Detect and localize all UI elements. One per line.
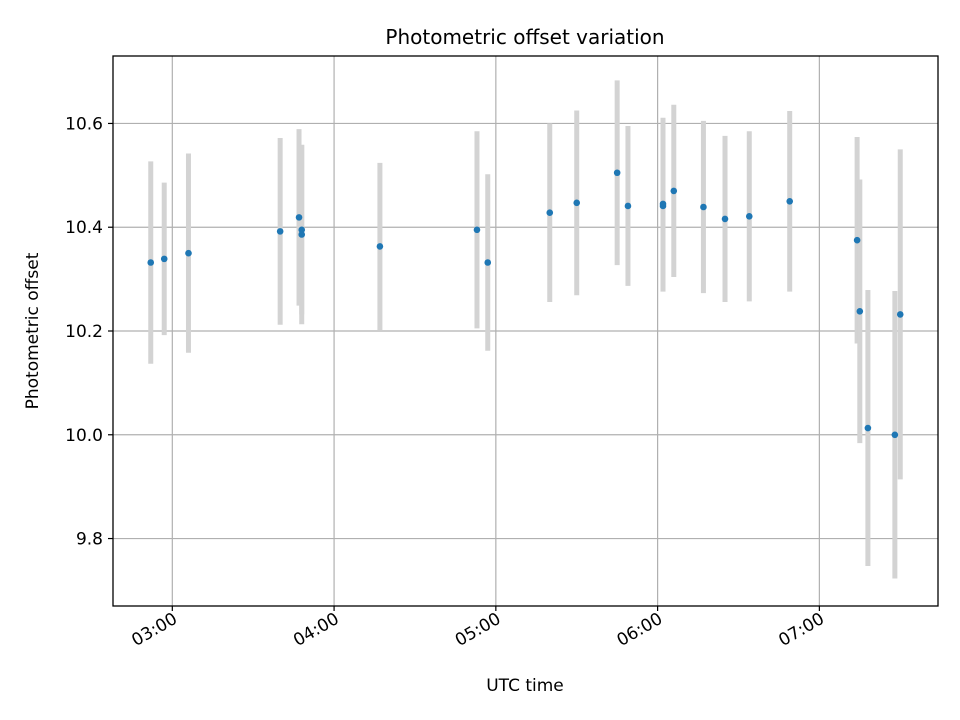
data-point	[546, 209, 554, 216]
data-point	[473, 226, 481, 234]
data-point	[613, 169, 621, 177]
data-point	[185, 249, 192, 257]
chart-title: Photometric offset variation	[385, 25, 664, 49]
y-tick-label: 10.4	[65, 218, 103, 238]
data-point	[896, 311, 904, 318]
data-point	[376, 243, 384, 250]
data-point	[573, 199, 581, 207]
data-point	[891, 431, 899, 439]
grid-layer	[113, 56, 938, 606]
data-point	[700, 203, 707, 211]
data-point	[786, 197, 794, 205]
data-point	[745, 213, 753, 220]
data-point	[853, 236, 861, 244]
data-point	[160, 255, 168, 263]
y-tick-label: 9.8	[76, 530, 103, 550]
data-point	[721, 215, 729, 223]
y-tick-label: 10.6	[65, 114, 103, 134]
data-point	[670, 187, 678, 195]
data-point	[298, 231, 306, 238]
point-layer	[147, 169, 904, 439]
y-tick-label: 10.0	[65, 426, 103, 446]
x-axis-label: UTC time	[486, 676, 564, 696]
data-point	[276, 228, 284, 235]
y-axis-label: Photometric offset	[23, 252, 43, 409]
data-point	[856, 307, 864, 315]
data-point	[295, 214, 303, 221]
data-point	[298, 226, 306, 234]
data-point	[659, 200, 667, 208]
data-point	[864, 424, 872, 432]
y-tick-label: 10.2	[65, 322, 103, 342]
data-point	[147, 259, 155, 266]
data-point	[624, 202, 632, 210]
data-point	[484, 259, 492, 266]
